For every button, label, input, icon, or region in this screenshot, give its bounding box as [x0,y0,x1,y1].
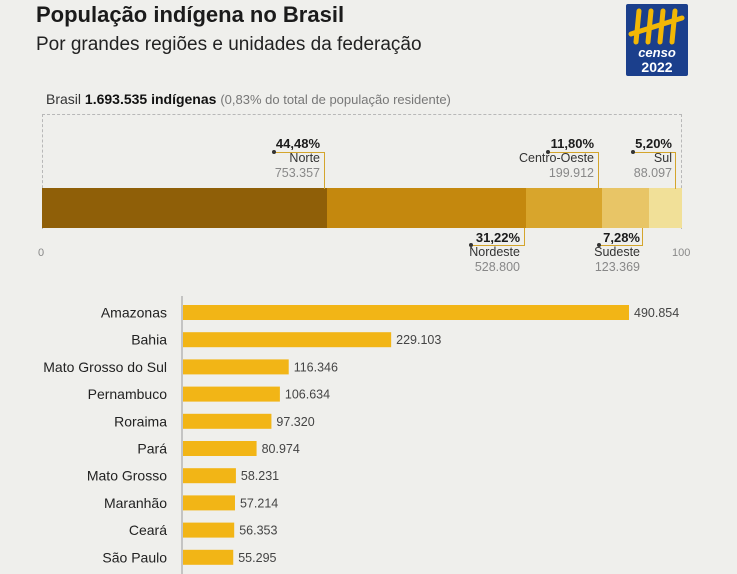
callout-centro-oeste: 11,80% Centro-Oeste 199.912 [500,136,594,181]
nordeste-leader-dot [469,243,473,247]
logo-text-bottom: 2022 [641,59,672,75]
segment-sul [648,188,682,228]
nordeste-leader-vertical [524,228,525,245]
stacked-chart-frame [42,114,682,229]
sudeste-value: 123.369 [594,260,640,274]
bar [183,332,392,348]
summary-country: Brasil [46,91,82,107]
segment-sudeste [601,188,649,228]
segment-centro-oeste [526,188,602,228]
summary-share-note: (0,83% do total de população residente) [220,92,451,107]
value-label: 116.346 [294,360,338,374]
sudeste-percent: 7,28% [603,230,640,245]
category-label: Amazonas [101,305,167,321]
value-label: 97.320 [276,415,314,429]
value-label: 57.214 [240,496,278,510]
category-label: Mato Grosso do Sul [43,359,167,375]
bar [183,468,236,484]
regions-stacked-bar [42,188,682,228]
axis-min-label: 0 [38,247,45,259]
chart-subtitle: Por grandes regiões e unidades da federa… [36,34,422,55]
summary-total: 1.693.535 indígenas [84,91,217,107]
logo-text-top: censo [638,45,676,60]
norte-value: 753.357 [274,166,320,180]
centro-oeste-leader-dot [546,150,550,154]
category-label: Mato Grosso [87,468,167,484]
axis-max-label: 100 [672,247,691,259]
category-label: Pernambuco [88,386,168,402]
bar [183,359,289,375]
bar [183,441,257,456]
norte-leader-dot [272,150,276,154]
centro-oeste-name: Centro-Oeste [518,151,594,165]
value-label: 55.295 [238,551,276,565]
censo-2022-logo: censo 2022 [626,4,688,76]
value-label: 229.103 [396,333,441,347]
bar [183,386,280,402]
centro-oeste-value: 199.912 [548,166,594,180]
callout-sul: 5,20% Sul 88.097 [600,136,672,181]
norte-name: Norte [289,151,320,165]
value-label: 58.231 [241,469,279,483]
norte-leader-line [274,152,325,189]
callout-nordeste: 31,22% Nordeste 528.800 [440,230,520,275]
nordeste-value: 528.800 [474,260,520,274]
sudeste-leader-dot [597,243,601,247]
value-label: 106.634 [285,388,330,402]
value-label: 56.353 [239,524,277,538]
nordeste-name: Nordeste [469,245,520,259]
sul-percent: 5,20% [635,136,672,151]
bar [183,549,234,565]
sul-leader-dot [631,150,635,154]
segment-norte [42,188,327,228]
bar [183,305,629,320]
segment-nordeste [326,188,527,228]
value-label: 80.974 [262,442,300,456]
norte-percent: 44,48% [275,136,320,151]
bar [183,495,235,511]
nordeste-leader-horizontal [472,245,525,246]
callout-sudeste: 7,28% Sudeste 123.369 [560,230,640,275]
nordeste-percent: 31,22% [475,230,520,245]
bar [183,413,272,429]
sudeste-leader-horizontal [600,245,643,246]
category-label: São Paulo [102,549,167,565]
sudeste-name: Sudeste [594,245,640,259]
centro-oeste-percent: 11,80% [550,136,594,151]
category-label: Pará [137,441,167,457]
centro-oeste-leader-line [548,152,599,189]
category-label: Maranhão [104,495,167,511]
category-label: Ceará [129,522,167,538]
sudeste-leader-vertical [642,228,643,245]
total-summary: Brasil 1.693.535 indígenas (0,83% do tot… [46,91,451,107]
sul-name: Sul [653,151,672,165]
category-label: Roraima [114,413,167,429]
sul-value: 88.097 [633,166,672,180]
value-label: 490.854 [634,306,679,320]
bar [183,522,235,538]
callout-norte: 44,48% Norte 753.357 [240,136,320,181]
sul-leader-line [633,152,676,189]
chart-title: População indígena no Brasil [36,2,345,27]
category-label: Bahia [131,332,167,348]
